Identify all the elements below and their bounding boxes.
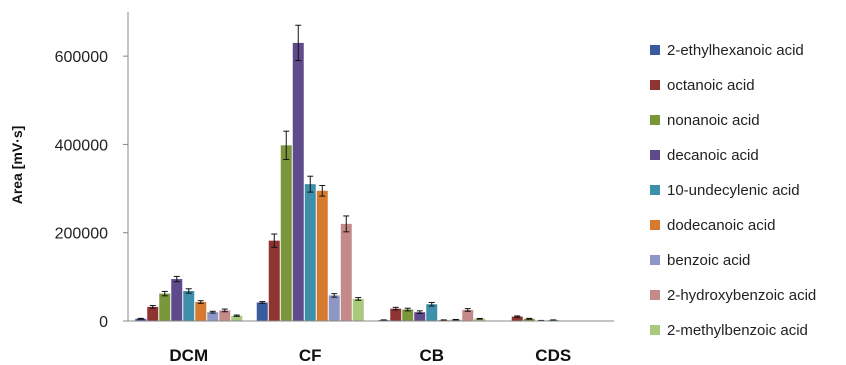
bar	[474, 318, 486, 321]
bar	[304, 184, 316, 321]
legend-swatch	[650, 150, 660, 160]
legend-swatch	[650, 45, 660, 55]
legend-label: dodecanoic acid	[667, 217, 775, 234]
legend-label: benzoic acid	[667, 252, 750, 269]
y-tick-label: 200000	[55, 226, 108, 243]
y-tick-label: 600000	[55, 49, 108, 66]
bar	[219, 310, 231, 321]
bar	[183, 290, 195, 321]
legend-swatch	[650, 185, 660, 195]
legend-label: octanoic acid	[667, 77, 755, 94]
x-category-label: CDS	[535, 346, 571, 365]
legend-swatch	[650, 115, 660, 125]
legend-swatch	[650, 80, 660, 90]
bar	[256, 302, 268, 321]
bar	[328, 295, 340, 321]
bar	[414, 312, 426, 321]
legend-swatch	[650, 290, 660, 300]
bar	[207, 312, 219, 321]
legend-label: 2-methylbenzoic acid	[667, 322, 808, 339]
bar	[523, 318, 535, 321]
bar	[159, 293, 171, 321]
legend-label: decanoic acid	[667, 147, 759, 164]
x-axis: DCM CF CB CDS	[128, 320, 614, 365]
bar	[231, 315, 243, 321]
legend-label: 10-undecylenic acid	[667, 182, 800, 199]
bar	[390, 308, 402, 321]
bar	[292, 42, 304, 322]
legend-label: 2-hydroxybenzoic acid	[667, 287, 816, 304]
legend-swatch	[650, 255, 660, 265]
y-axis: 0 200000 400000 600000	[55, 12, 129, 331]
legend-swatch	[650, 220, 660, 230]
bar	[511, 316, 523, 321]
bar	[462, 309, 474, 321]
bar	[135, 318, 147, 321]
y-axis-label: Area [mV·s]	[9, 126, 25, 205]
bar	[316, 190, 328, 321]
bar	[402, 309, 414, 321]
legend-label: nonanoic acid	[667, 112, 760, 129]
legend-label: 2-ethylhexanoic acid	[667, 42, 804, 59]
x-category-label: CF	[299, 346, 322, 365]
y-tick-label: 0	[99, 314, 108, 331]
bar	[147, 306, 159, 321]
y-tick-label: 400000	[55, 137, 108, 154]
bar	[195, 302, 207, 321]
bar	[340, 223, 352, 321]
bar	[280, 145, 292, 321]
bar	[352, 298, 364, 321]
legend-swatch	[650, 325, 660, 335]
x-category-label: DCM	[169, 346, 208, 365]
bar	[268, 240, 280, 321]
legend: 2-ethylhexanoic acid octanoic acid nonanoi…	[650, 42, 816, 339]
bars	[135, 24, 559, 322]
bar	[426, 304, 438, 321]
x-category-label: CB	[419, 346, 444, 365]
bar	[171, 279, 183, 321]
